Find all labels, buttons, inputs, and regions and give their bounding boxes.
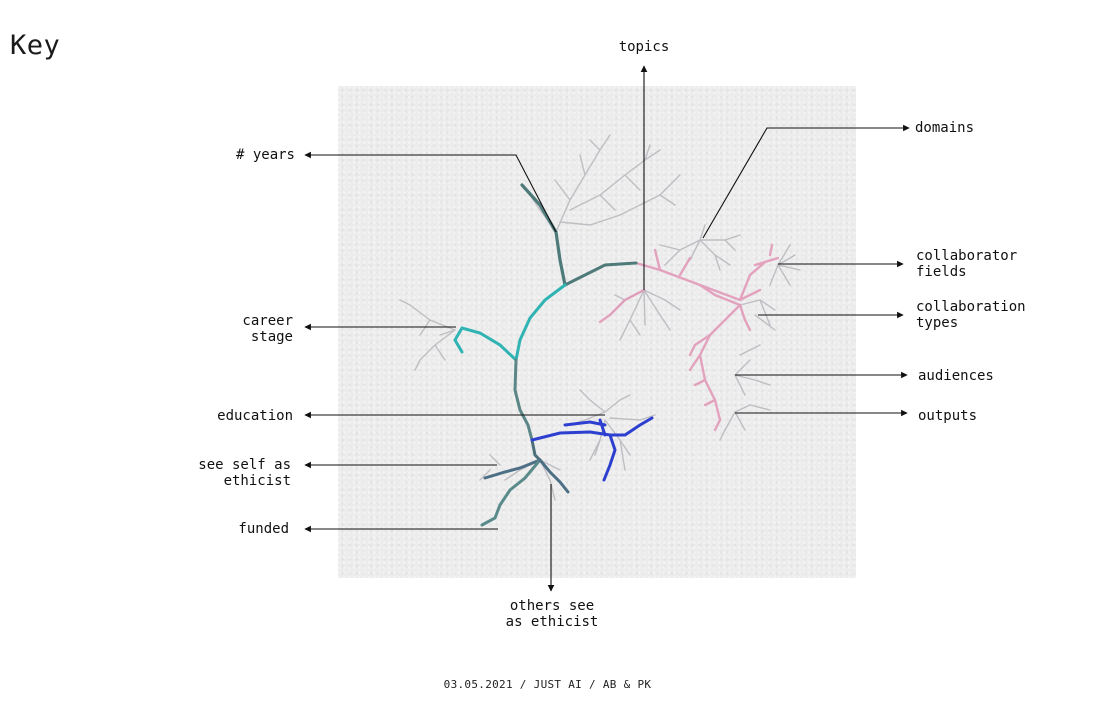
years-arrow [304,151,557,233]
callout-arrows [304,65,910,592]
domains-arrow [702,124,910,239]
trunk [453,183,638,527]
footer-credit: 03.05.2021 / JUST AI / AB & PK [443,678,652,691]
grey-branches [399,134,801,501]
label-funded: funded [238,521,289,537]
label-audiences: audiences [918,368,994,384]
page-title: Key [10,30,61,61]
label-collaborator-fields: collaborator fields [916,248,1018,280]
label-education: education [217,408,293,424]
label-outputs: outputs [918,408,978,424]
label-domains: domains [915,120,975,136]
label-see-self: see self as ethicist [198,457,291,489]
education-branch [530,416,654,482]
label-career-stage: career stage [242,313,293,345]
label-collaboration-types: collaboration types [916,299,1026,331]
pink-branches [598,243,780,432]
label-topics: topics [618,39,670,55]
diagram-paper [338,86,856,578]
label-years: # years [235,147,295,163]
label-others-see: others see as ethicist [505,598,599,630]
